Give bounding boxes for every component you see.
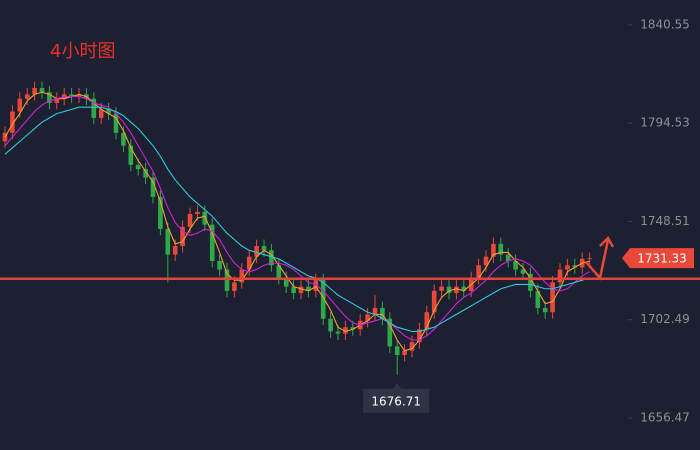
y-tick-label: 1702.49 [640, 312, 690, 326]
candle-body [291, 286, 296, 294]
moving-average-line [4, 95, 590, 341]
candle-body [150, 177, 156, 197]
candle-body [32, 87, 37, 95]
candle-body [261, 246, 267, 251]
candle-body [431, 290, 437, 313]
candle-body [121, 132, 126, 146]
candle-body [424, 312, 430, 330]
candle-body [350, 327, 356, 330]
candle-body [446, 286, 452, 294]
candle-body [239, 269, 245, 283]
candle-body [483, 256, 489, 266]
candle-body [69, 94, 74, 97]
candle-body [224, 269, 230, 291]
candle-body [254, 246, 259, 257]
candle-body [439, 286, 444, 291]
candle-body [550, 282, 555, 313]
candle-body [47, 92, 52, 103]
candle-body [158, 196, 163, 229]
candle-body [320, 280, 326, 319]
candle-body [135, 164, 141, 170]
candle-body [335, 331, 341, 334]
y-tick-label: 1656.47 [640, 411, 690, 425]
candle-body [372, 307, 378, 315]
candle-body [505, 254, 511, 261]
candle-body [76, 94, 82, 97]
candle-body [128, 145, 134, 165]
candle-body [180, 226, 185, 247]
candle-body [417, 329, 422, 343]
candle-body [283, 278, 289, 287]
price-tag [622, 248, 694, 269]
candle-body [172, 246, 178, 255]
candle-body [572, 265, 578, 268]
candle-body [476, 265, 481, 279]
candle-body [269, 250, 274, 266]
candle-body [387, 318, 393, 347]
candle-body [202, 211, 208, 225]
candle-body [528, 273, 533, 291]
candle-body [217, 260, 222, 270]
chart-title: 4小时图 [50, 41, 115, 62]
candle-body [143, 169, 148, 178]
candle-body [54, 98, 60, 103]
candle-body [10, 111, 15, 133]
low-tag-label: 1676.71 [371, 394, 421, 408]
candle-body [587, 258, 592, 260]
candle-body [520, 269, 526, 274]
candle-body [113, 113, 119, 133]
candle-body [535, 290, 541, 308]
moving-average-line [4, 91, 590, 352]
candle-body [461, 286, 467, 291]
candle-body [91, 98, 97, 118]
candle-body [306, 286, 311, 291]
low-tag [363, 382, 430, 413]
candle-body [17, 98, 23, 112]
candle-body [313, 280, 319, 291]
candle-body [187, 214, 193, 227]
candle-body [365, 314, 370, 321]
candle-body [565, 265, 570, 270]
candle-body [394, 346, 400, 355]
plot-area [2, 81, 592, 375]
candle-body [276, 265, 282, 279]
candle-body [380, 307, 385, 319]
candle-body [498, 243, 504, 255]
candle-body [209, 224, 215, 261]
candle-body [328, 318, 333, 332]
candle-body [232, 282, 237, 291]
candle-body [39, 87, 45, 93]
candle-body [98, 109, 104, 118]
candle-body [491, 243, 496, 257]
candle-body [454, 286, 459, 294]
price-tag-label: 1731.33 [637, 252, 687, 266]
candle-body [195, 211, 200, 215]
candle-body [106, 109, 111, 114]
candle-body [343, 327, 348, 334]
candle-body [402, 350, 407, 355]
candle-body [513, 260, 518, 270]
y-tick-label: 1748.51 [640, 214, 690, 228]
candle-body [557, 269, 563, 283]
y-tick-label: 1840.55 [640, 17, 690, 31]
y-tick-label: 1794.53 [640, 116, 690, 130]
moving-average-line [4, 106, 590, 333]
candle-body [24, 94, 30, 99]
candle-body [542, 307, 548, 313]
candle-body [165, 228, 171, 255]
candle-body [409, 342, 415, 351]
candle-body [298, 286, 304, 294]
candle-body [246, 256, 252, 270]
